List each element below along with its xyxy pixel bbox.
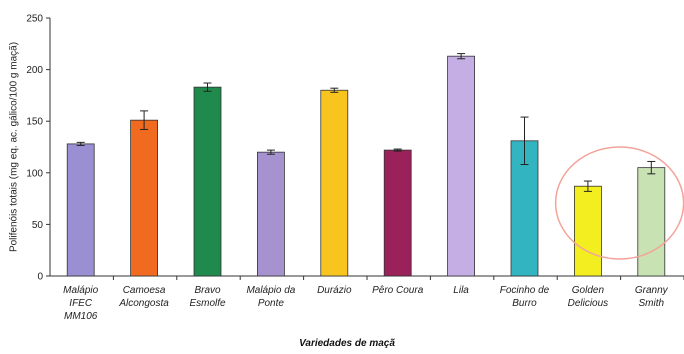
bar [320,89,349,277]
bar [383,149,412,277]
bar [256,151,285,277]
bar [637,167,666,277]
bar [447,55,476,277]
y-axis-title: Polifenóis totais (mg eq. ac. gálico/100… [9,42,20,252]
x-category-label: Malápio da Ponte [246,285,295,309]
x-category-label: Malápio IFEC MM106 [63,285,98,322]
bar [574,185,602,277]
bars [66,53,684,280]
bar [193,86,222,277]
x-category-label: Lila [453,285,469,296]
bar [130,119,159,277]
x-category-label: Durázio [317,285,352,296]
x-category-label: Granny Smith [635,285,669,309]
x-category-label: Focinho de Burro [500,285,550,309]
x-labels: Malápio IFEC MM106 Camoesa Alcongosta Bravo Es… [63,285,669,322]
y-tick-label: 100 [26,168,43,179]
bar [66,143,95,277]
x-axis-title: Variedades de maçã [299,338,395,349]
y-ticks: 0 50 100 150 200 250 [26,14,50,283]
x-category-label: Camoesa Alcongosta [118,285,169,309]
y-tick-label: 200 [26,65,43,76]
x-category-label: Golden Delicious [568,285,609,309]
x-category-label: Pêro Coura [372,285,424,296]
y-axis-title-group: Polifenóis totais (mg eq. ac. gálico/100… [9,42,20,252]
y-tick-label: 0 [37,272,43,283]
y-tick-label: 250 [26,14,43,25]
y-tick-label: 150 [26,117,43,128]
x-category-label: Bravo Esmolfe [189,285,226,309]
y-tick-label: 50 [32,220,44,231]
